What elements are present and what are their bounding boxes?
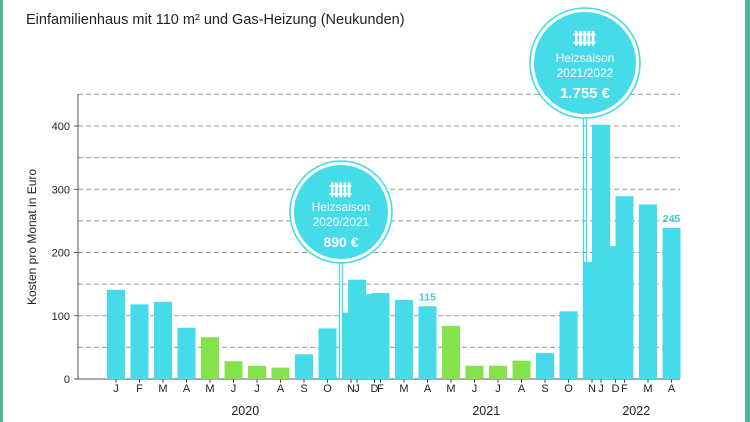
bar: [318, 328, 337, 379]
right-border: [745, 0, 750, 422]
bar: [536, 353, 554, 379]
data-label: 115: [419, 291, 436, 303]
y-tick-label: 100: [52, 311, 70, 323]
season-years: 2020/2021: [313, 215, 370, 229]
x-tick-label: A: [518, 383, 526, 395]
bar: [418, 306, 437, 379]
bar: [224, 361, 243, 379]
bar: [395, 299, 413, 379]
bar: [559, 311, 578, 379]
x-tick-label: F: [136, 383, 143, 395]
x-tick-label: M: [205, 383, 214, 395]
bar: [177, 327, 196, 379]
bar: [662, 227, 681, 379]
bar: [295, 354, 313, 379]
x-tick-label: A: [668, 383, 676, 395]
x-tick-label: N: [347, 383, 355, 395]
x-tick-label: D: [371, 383, 379, 395]
bar: [592, 124, 610, 379]
x-tick-label: F: [621, 383, 628, 395]
bar: [465, 365, 484, 379]
y-tick-label: 200: [52, 248, 70, 260]
x-tick-label: J: [472, 383, 478, 395]
y-tick-label: 400: [52, 121, 70, 133]
radiator-icon: [573, 30, 596, 46]
season-total: 1.755 €: [560, 85, 611, 102]
x-tick-label: M: [643, 383, 652, 395]
bar: [442, 325, 460, 379]
x-tick-label: J: [254, 383, 260, 395]
bar: [615, 196, 634, 379]
season-total: 890 €: [323, 234, 358, 250]
bar: [130, 304, 149, 379]
data-label: 245: [663, 213, 681, 225]
season-label: Heizsaison: [312, 200, 371, 214]
year-label: 2021: [472, 404, 500, 418]
bar: [489, 365, 507, 379]
x-tick-label: S: [541, 383, 548, 395]
chart-title: Einfamilienhaus mit 110 m² und Gas-Heizu…: [26, 12, 405, 28]
x-tick-label: J: [231, 383, 237, 395]
season-badge: [294, 165, 388, 259]
radiator-icon: [329, 182, 352, 198]
bar: [348, 279, 366, 379]
bar: [371, 292, 390, 379]
x-tick-label: S: [300, 383, 307, 395]
year-label: 2022: [622, 404, 650, 418]
x-tick-label: J: [598, 383, 604, 395]
bar: [512, 360, 531, 379]
x-tick-label: A: [183, 383, 191, 395]
bar: [271, 367, 290, 379]
x-tick-label: J: [495, 383, 501, 395]
x-tick-label: A: [424, 383, 432, 395]
x-tick-label: M: [158, 383, 167, 395]
bar: [248, 365, 266, 379]
x-tick-label: J: [113, 383, 119, 395]
season-badge: [534, 12, 636, 114]
left-border: [0, 0, 3, 422]
y-tick-label: 0: [64, 374, 70, 386]
x-tick-label: D: [612, 383, 620, 395]
x-tick-label: M: [399, 383, 408, 395]
bar: [107, 289, 125, 379]
season-label: Heizsaison: [556, 51, 615, 65]
x-tick-label: O: [564, 383, 573, 395]
bar: [639, 204, 657, 379]
x-tick-label: J: [354, 383, 360, 395]
x-tick-label: M: [446, 383, 455, 395]
season-years: 2021/2022: [557, 66, 614, 80]
year-label: 2020: [231, 404, 259, 418]
x-tick-label: F: [377, 383, 384, 395]
x-tick-label: N: [588, 383, 596, 395]
y-axis-label: Kosten pro Monat in Euro: [25, 169, 39, 305]
y-tick-label: 300: [52, 184, 70, 196]
x-tick-label: O: [323, 383, 332, 395]
bar: [201, 337, 219, 379]
bar: [154, 301, 172, 379]
x-tick-label: A: [277, 383, 285, 395]
